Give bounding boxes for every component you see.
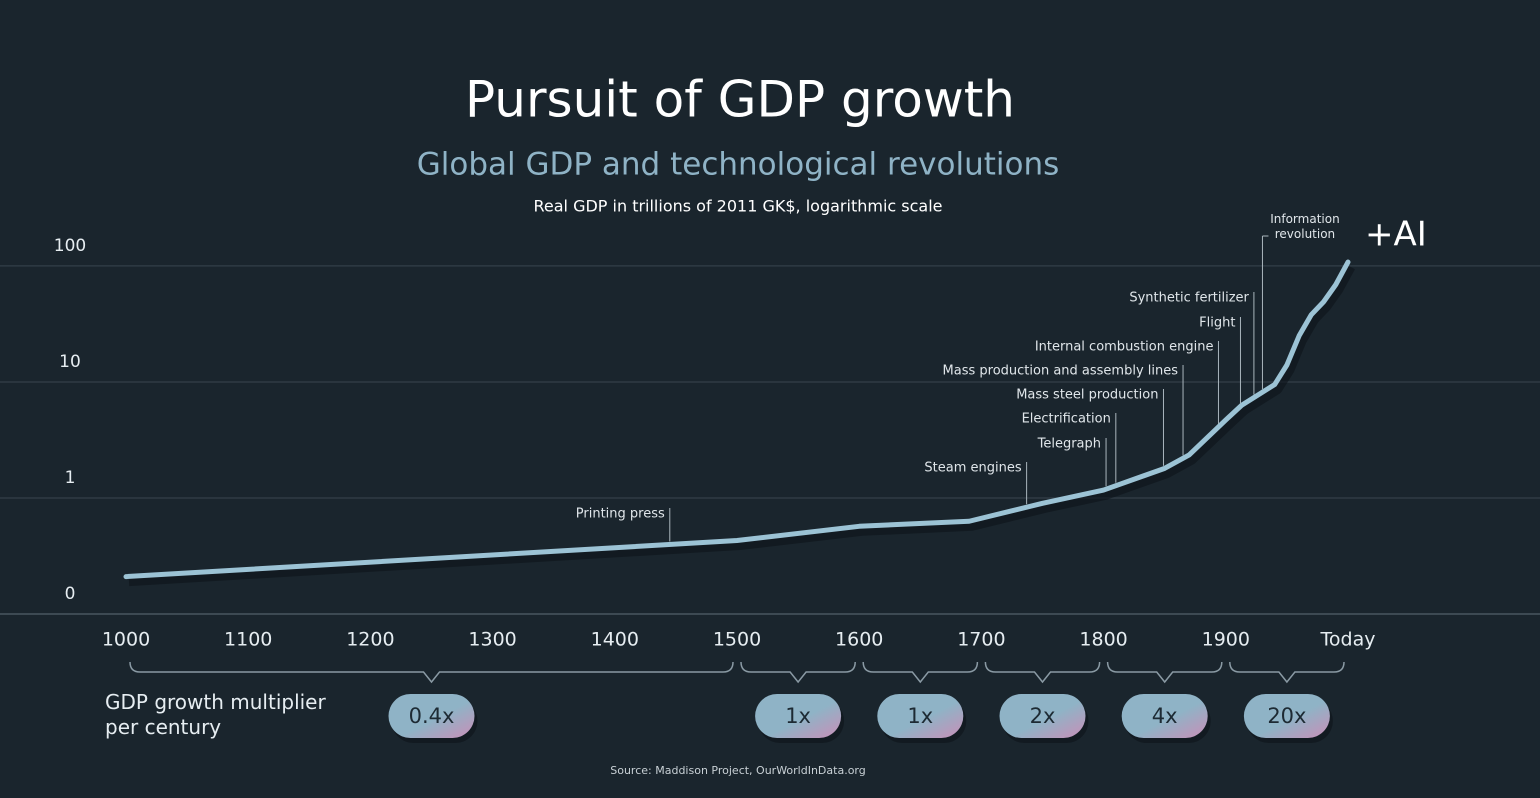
annotation-label: Steam engines xyxy=(924,461,1021,476)
bracket xyxy=(1106,661,1223,684)
axis-label: Real GDP in trillions of 2011 GK$, logar… xyxy=(533,197,942,216)
pill xyxy=(1243,694,1330,738)
x-tick-label: 1900 xyxy=(1202,629,1250,651)
pill xyxy=(1121,694,1208,738)
pill-label: 4x xyxy=(1152,704,1178,728)
bracket xyxy=(129,661,734,684)
x-tick-label: 1700 xyxy=(957,629,1005,651)
x-tick-label: 1400 xyxy=(591,629,639,651)
annotation-label: Synthetic fertilizer xyxy=(1129,291,1249,306)
annotation-label: Internal combustion engine xyxy=(1035,340,1214,355)
x-tick-label: 1200 xyxy=(346,629,394,651)
annotation-label: Printing press xyxy=(576,507,665,522)
callout: +AI xyxy=(1365,215,1427,255)
x-tick-label: Today xyxy=(1320,629,1376,651)
bracket xyxy=(740,661,856,684)
pill xyxy=(877,694,964,738)
y-tick-label: 1 xyxy=(65,468,76,488)
x-tick-label: 1500 xyxy=(713,629,761,651)
chart-subtitle: Global GDP and technological revolutions xyxy=(417,147,1060,183)
y-tick-label: 10 xyxy=(59,352,81,372)
annotation-label: Mass steel production xyxy=(1016,388,1158,403)
x-tick-label: 1300 xyxy=(468,629,516,651)
pill xyxy=(388,694,475,738)
bracket xyxy=(862,661,979,684)
pill xyxy=(755,694,842,738)
y-tick-label: 0 xyxy=(65,584,76,604)
gdp-line xyxy=(123,259,1351,580)
annotation-label: Telegraph xyxy=(1037,437,1101,452)
pill-label: 0.4x xyxy=(409,704,455,728)
pill-label: 20x xyxy=(1267,704,1306,728)
source: Source: Maddison Project, OurWorldInData… xyxy=(610,764,866,777)
annotation-label: Electrification xyxy=(1022,412,1111,427)
x-tick-label: 1800 xyxy=(1079,629,1127,651)
y-tick-label: 100 xyxy=(54,236,86,256)
annotation-label: Information revolution xyxy=(1270,212,1340,241)
x-tick-label: 1600 xyxy=(835,629,883,651)
pill-label: 1x xyxy=(907,704,933,728)
pill xyxy=(999,694,1086,738)
annotation-label: Flight xyxy=(1199,316,1235,331)
pill-label: 1x xyxy=(785,704,811,728)
bracket xyxy=(1229,661,1345,684)
chart-title: Pursuit of GDP growth xyxy=(465,71,1015,129)
multiplier-label: GDP growth multiplier per century xyxy=(105,690,326,739)
x-tick-label: 1100 xyxy=(224,629,272,651)
annotation-label: Mass production and assembly lines xyxy=(943,364,1179,379)
x-tick-label: 1000 xyxy=(102,629,150,651)
gdp-shadow xyxy=(128,264,1355,587)
pill-label: 2x xyxy=(1030,704,1056,728)
bracket xyxy=(984,661,1101,684)
